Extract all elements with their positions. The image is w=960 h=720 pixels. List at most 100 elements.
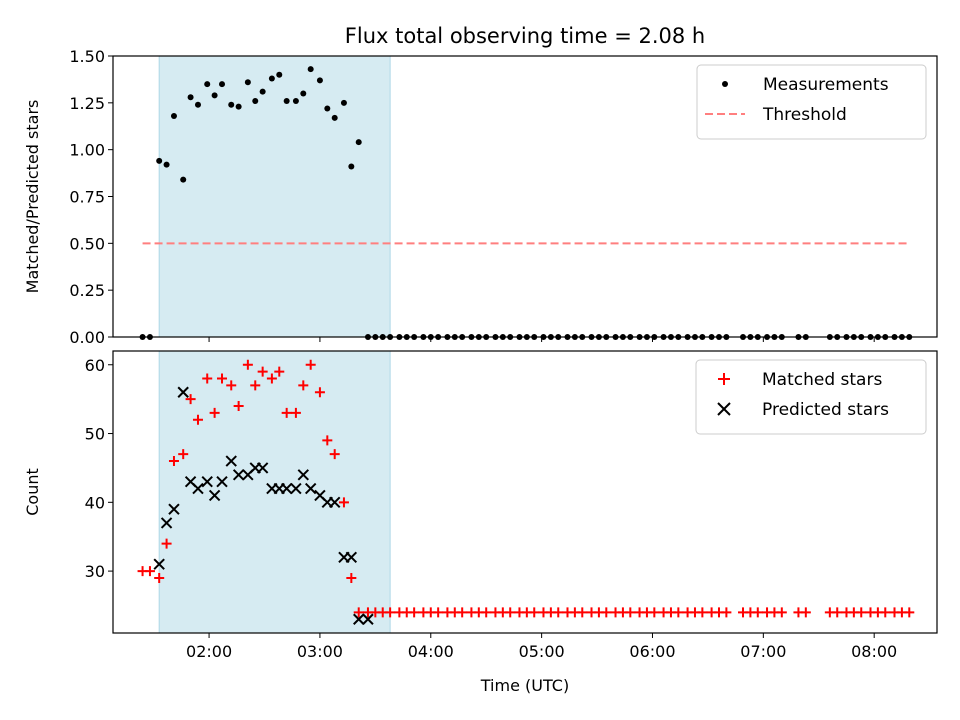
x-tick-label: 06:00	[629, 642, 675, 661]
data-point	[244, 79, 251, 86]
series-matched-stars	[137, 359, 915, 618]
data-point	[316, 77, 323, 84]
data-point	[235, 103, 242, 110]
data-point	[192, 482, 204, 495]
data-point	[204, 81, 211, 88]
data-point	[832, 607, 843, 618]
data-point	[268, 75, 275, 82]
data-point	[225, 455, 237, 467]
data-point	[274, 366, 285, 377]
data-point	[283, 97, 290, 104]
data-point	[601, 607, 612, 618]
legend-label: Predicted stars	[762, 400, 889, 420]
data-point	[355, 139, 362, 146]
data-point	[281, 407, 292, 418]
data-point	[776, 607, 787, 618]
legend-marker	[722, 81, 728, 87]
data-point	[673, 607, 684, 618]
y-tick-label: 50	[85, 425, 105, 444]
data-point	[256, 462, 269, 474]
data-point	[331, 114, 338, 121]
series-predicted-stars	[153, 386, 374, 625]
data-point	[304, 482, 317, 495]
y-tick-label: 0.50	[69, 234, 105, 253]
data-point	[314, 387, 325, 398]
data-point	[553, 607, 564, 618]
legend: Measurements Threshold	[696, 64, 927, 140]
data-point	[328, 496, 341, 509]
data-point	[362, 613, 374, 625]
x-tick-label: 07:00	[740, 642, 786, 661]
data-point	[209, 407, 220, 418]
data-point	[216, 475, 228, 488]
y-tick-label: 1.25	[69, 94, 105, 113]
data-point	[232, 469, 245, 481]
data-point	[266, 373, 277, 384]
data-point	[180, 176, 187, 183]
y-tick-label: 1.00	[69, 141, 105, 160]
data-point	[353, 613, 365, 625]
y-tick-label: 0.75	[69, 188, 105, 207]
y-axis-label: Matched/Predicted stars	[23, 100, 42, 294]
data-point	[168, 456, 179, 467]
data-point	[257, 366, 268, 377]
legend: Matched stars Predicted stars	[695, 359, 927, 435]
ratio-panel: 0.00 0.25 0.50 0.75 1.00 1.25 1.50 Matched/Pred…	[23, 47, 938, 347]
data-point	[153, 558, 165, 570]
data-point	[163, 161, 170, 168]
legend-frame	[696, 64, 927, 140]
y-axis-label: Count	[23, 468, 42, 516]
legend-marker	[718, 373, 730, 385]
data-point	[219, 81, 226, 88]
data-point	[577, 607, 588, 618]
data-point	[187, 94, 194, 101]
data-point	[409, 607, 420, 618]
data-point	[156, 157, 163, 164]
data-point	[297, 469, 310, 481]
data-point	[322, 435, 333, 446]
legend-frame	[695, 359, 927, 435]
data-point	[280, 482, 293, 495]
data-point	[194, 101, 201, 108]
y-tick-label: 0.00	[69, 328, 105, 347]
data-point	[276, 71, 283, 78]
legend-label: Matched stars	[762, 370, 882, 390]
data-point	[168, 503, 180, 515]
data-point	[300, 90, 307, 97]
x-axis-label: Time (UTC)	[480, 676, 569, 695]
data-point	[208, 489, 221, 502]
x-tick-label: 02:00	[186, 642, 232, 661]
x-tick-label: 03:00	[297, 642, 343, 661]
data-point	[154, 572, 165, 583]
data-point	[649, 607, 660, 618]
data-point	[625, 607, 636, 618]
data-point	[307, 66, 314, 73]
data-point	[800, 607, 811, 618]
y-tick-label: 60	[85, 356, 105, 375]
data-point	[353, 607, 364, 618]
x-tick-label: 08:00	[851, 642, 897, 661]
legend-marker	[717, 402, 731, 416]
chart-title: Flux total observing time = 2.08 h	[345, 24, 705, 48]
data-point	[340, 99, 347, 106]
data-point	[170, 112, 177, 119]
data-point	[161, 538, 172, 549]
y-tick-label: 0.25	[69, 281, 105, 300]
legend-label: Measurements	[763, 75, 889, 95]
data-point	[338, 497, 349, 508]
data-point	[252, 97, 259, 104]
data-point	[505, 607, 516, 618]
data-point	[217, 373, 228, 384]
data-point	[228, 101, 235, 108]
axes-frame	[112, 350, 938, 634]
data-point	[481, 607, 492, 618]
data-point	[160, 517, 173, 529]
data-point	[697, 607, 708, 618]
data-point	[305, 359, 316, 370]
data-point	[433, 607, 444, 618]
data-point	[324, 105, 331, 112]
x-tick-label: 04:00	[408, 642, 454, 661]
data-point	[457, 607, 468, 618]
data-point	[250, 380, 261, 391]
data-point	[529, 607, 540, 618]
